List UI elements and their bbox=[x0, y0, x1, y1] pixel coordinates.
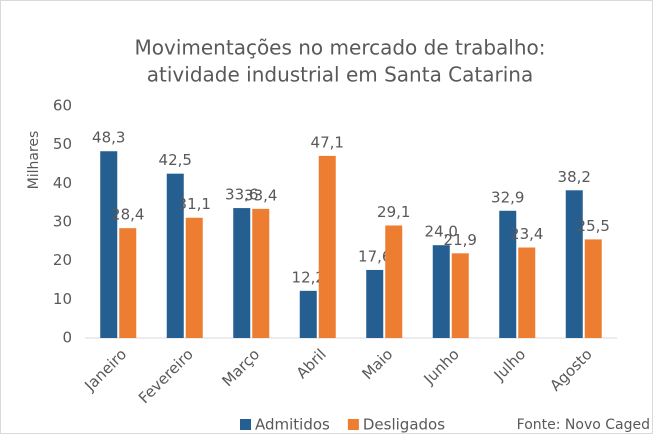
value-label: 24,0 bbox=[425, 223, 458, 241]
bar bbox=[233, 208, 251, 338]
bar bbox=[385, 225, 403, 338]
value-label: 38,2 bbox=[558, 168, 591, 186]
value-label: 31,1 bbox=[178, 195, 211, 213]
legend-label: Desligados bbox=[363, 416, 445, 434]
bar bbox=[166, 173, 184, 338]
y-tick-label: 40 bbox=[53, 174, 72, 192]
value-label: 42,5 bbox=[159, 151, 192, 169]
value-label: 28,4 bbox=[111, 206, 144, 224]
chart-title: Movimentações no mercado de trabalho: bbox=[135, 36, 546, 60]
y-tick-label: 0 bbox=[62, 329, 72, 347]
value-label: 47,1 bbox=[311, 133, 344, 151]
value-label: 25,5 bbox=[577, 217, 610, 235]
bar bbox=[451, 253, 469, 338]
value-label: 29,1 bbox=[377, 203, 410, 221]
y-tick-label: 10 bbox=[53, 290, 72, 308]
bar bbox=[432, 245, 450, 338]
value-label: 33,4 bbox=[244, 186, 277, 204]
bar bbox=[499, 210, 517, 338]
bar bbox=[584, 239, 602, 338]
y-tick-label: 60 bbox=[53, 97, 72, 115]
bar bbox=[565, 190, 583, 338]
y-tick-label: 50 bbox=[53, 135, 72, 153]
source: Fonte: Novo Caged bbox=[517, 417, 650, 433]
y-tick-label: 30 bbox=[53, 213, 72, 231]
bar bbox=[318, 155, 336, 338]
value-label: 33,6 bbox=[225, 186, 258, 204]
y-tick-label: 20 bbox=[53, 251, 72, 269]
legend-swatch bbox=[240, 419, 251, 430]
value-label: 12,2 bbox=[292, 268, 325, 286]
value-label: 48,3 bbox=[92, 129, 125, 147]
value-label: 23,4 bbox=[510, 225, 543, 243]
bar bbox=[518, 247, 536, 338]
value-label: 17,6 bbox=[358, 247, 391, 265]
chart-title: atividade industrial em Santa Catarina bbox=[147, 63, 533, 87]
bar bbox=[100, 151, 118, 338]
legend-label: Admitidos bbox=[255, 416, 330, 434]
legend-swatch bbox=[347, 419, 359, 430]
y-axis-label: Milhares bbox=[26, 131, 42, 190]
bar bbox=[299, 290, 317, 338]
value-label: 32,9 bbox=[491, 188, 524, 206]
value-label: 21,9 bbox=[444, 231, 477, 249]
bar bbox=[119, 228, 137, 338]
bar bbox=[185, 217, 203, 338]
bar bbox=[252, 208, 270, 338]
bar bbox=[366, 269, 384, 338]
